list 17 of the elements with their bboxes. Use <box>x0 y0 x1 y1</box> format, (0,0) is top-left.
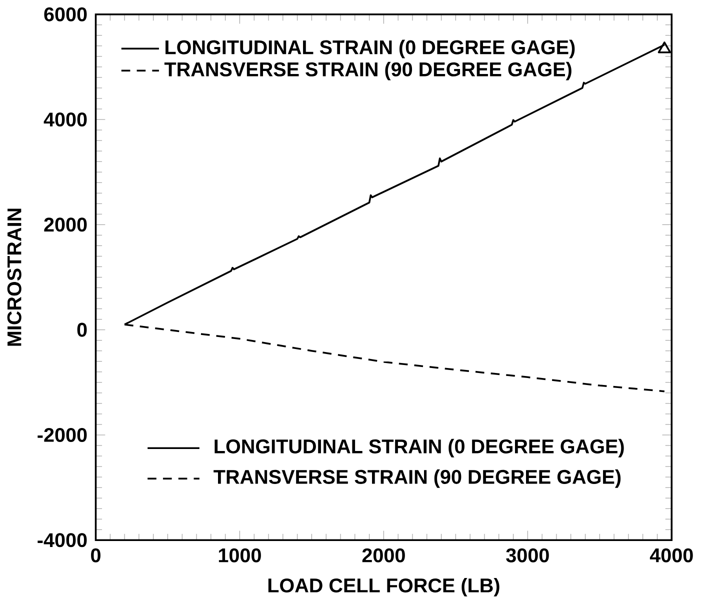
y-tick-label: 2000 <box>44 218 87 232</box>
annotation: LONGITUDINAL STRAIN (0 DEGREE GAGE) <box>214 439 624 458</box>
y-axis-title: MICROSTRAIN <box>7 208 22 346</box>
legend-label: LONGITUDINAL STRAIN (0 DEGREE GAGE) <box>166 40 575 58</box>
x-tick-label: 1000 <box>218 548 261 563</box>
annotation: TRANSVERSE STRAIN (90 DEGREE GAGE) <box>214 470 621 488</box>
y-tick-label: 4000 <box>44 112 87 127</box>
x-tick-label: 3000 <box>506 548 549 563</box>
x-tick-label: 4000 <box>650 548 693 563</box>
legend-label: TRANSVERSE STRAIN (90 DEGREE GAGE) <box>164 62 572 80</box>
y-tick-label: -2000 <box>38 428 87 442</box>
y-tick-label: 0 <box>77 322 87 337</box>
y-tick-label: -4000 <box>38 533 87 548</box>
x-axis-title: LOAD CELL FORCE (LB) <box>268 578 500 597</box>
y-tick-label: 6000 <box>44 7 87 22</box>
x-tick-label: 0 <box>91 548 100 563</box>
x-tick-label: 2000 <box>362 548 405 563</box>
